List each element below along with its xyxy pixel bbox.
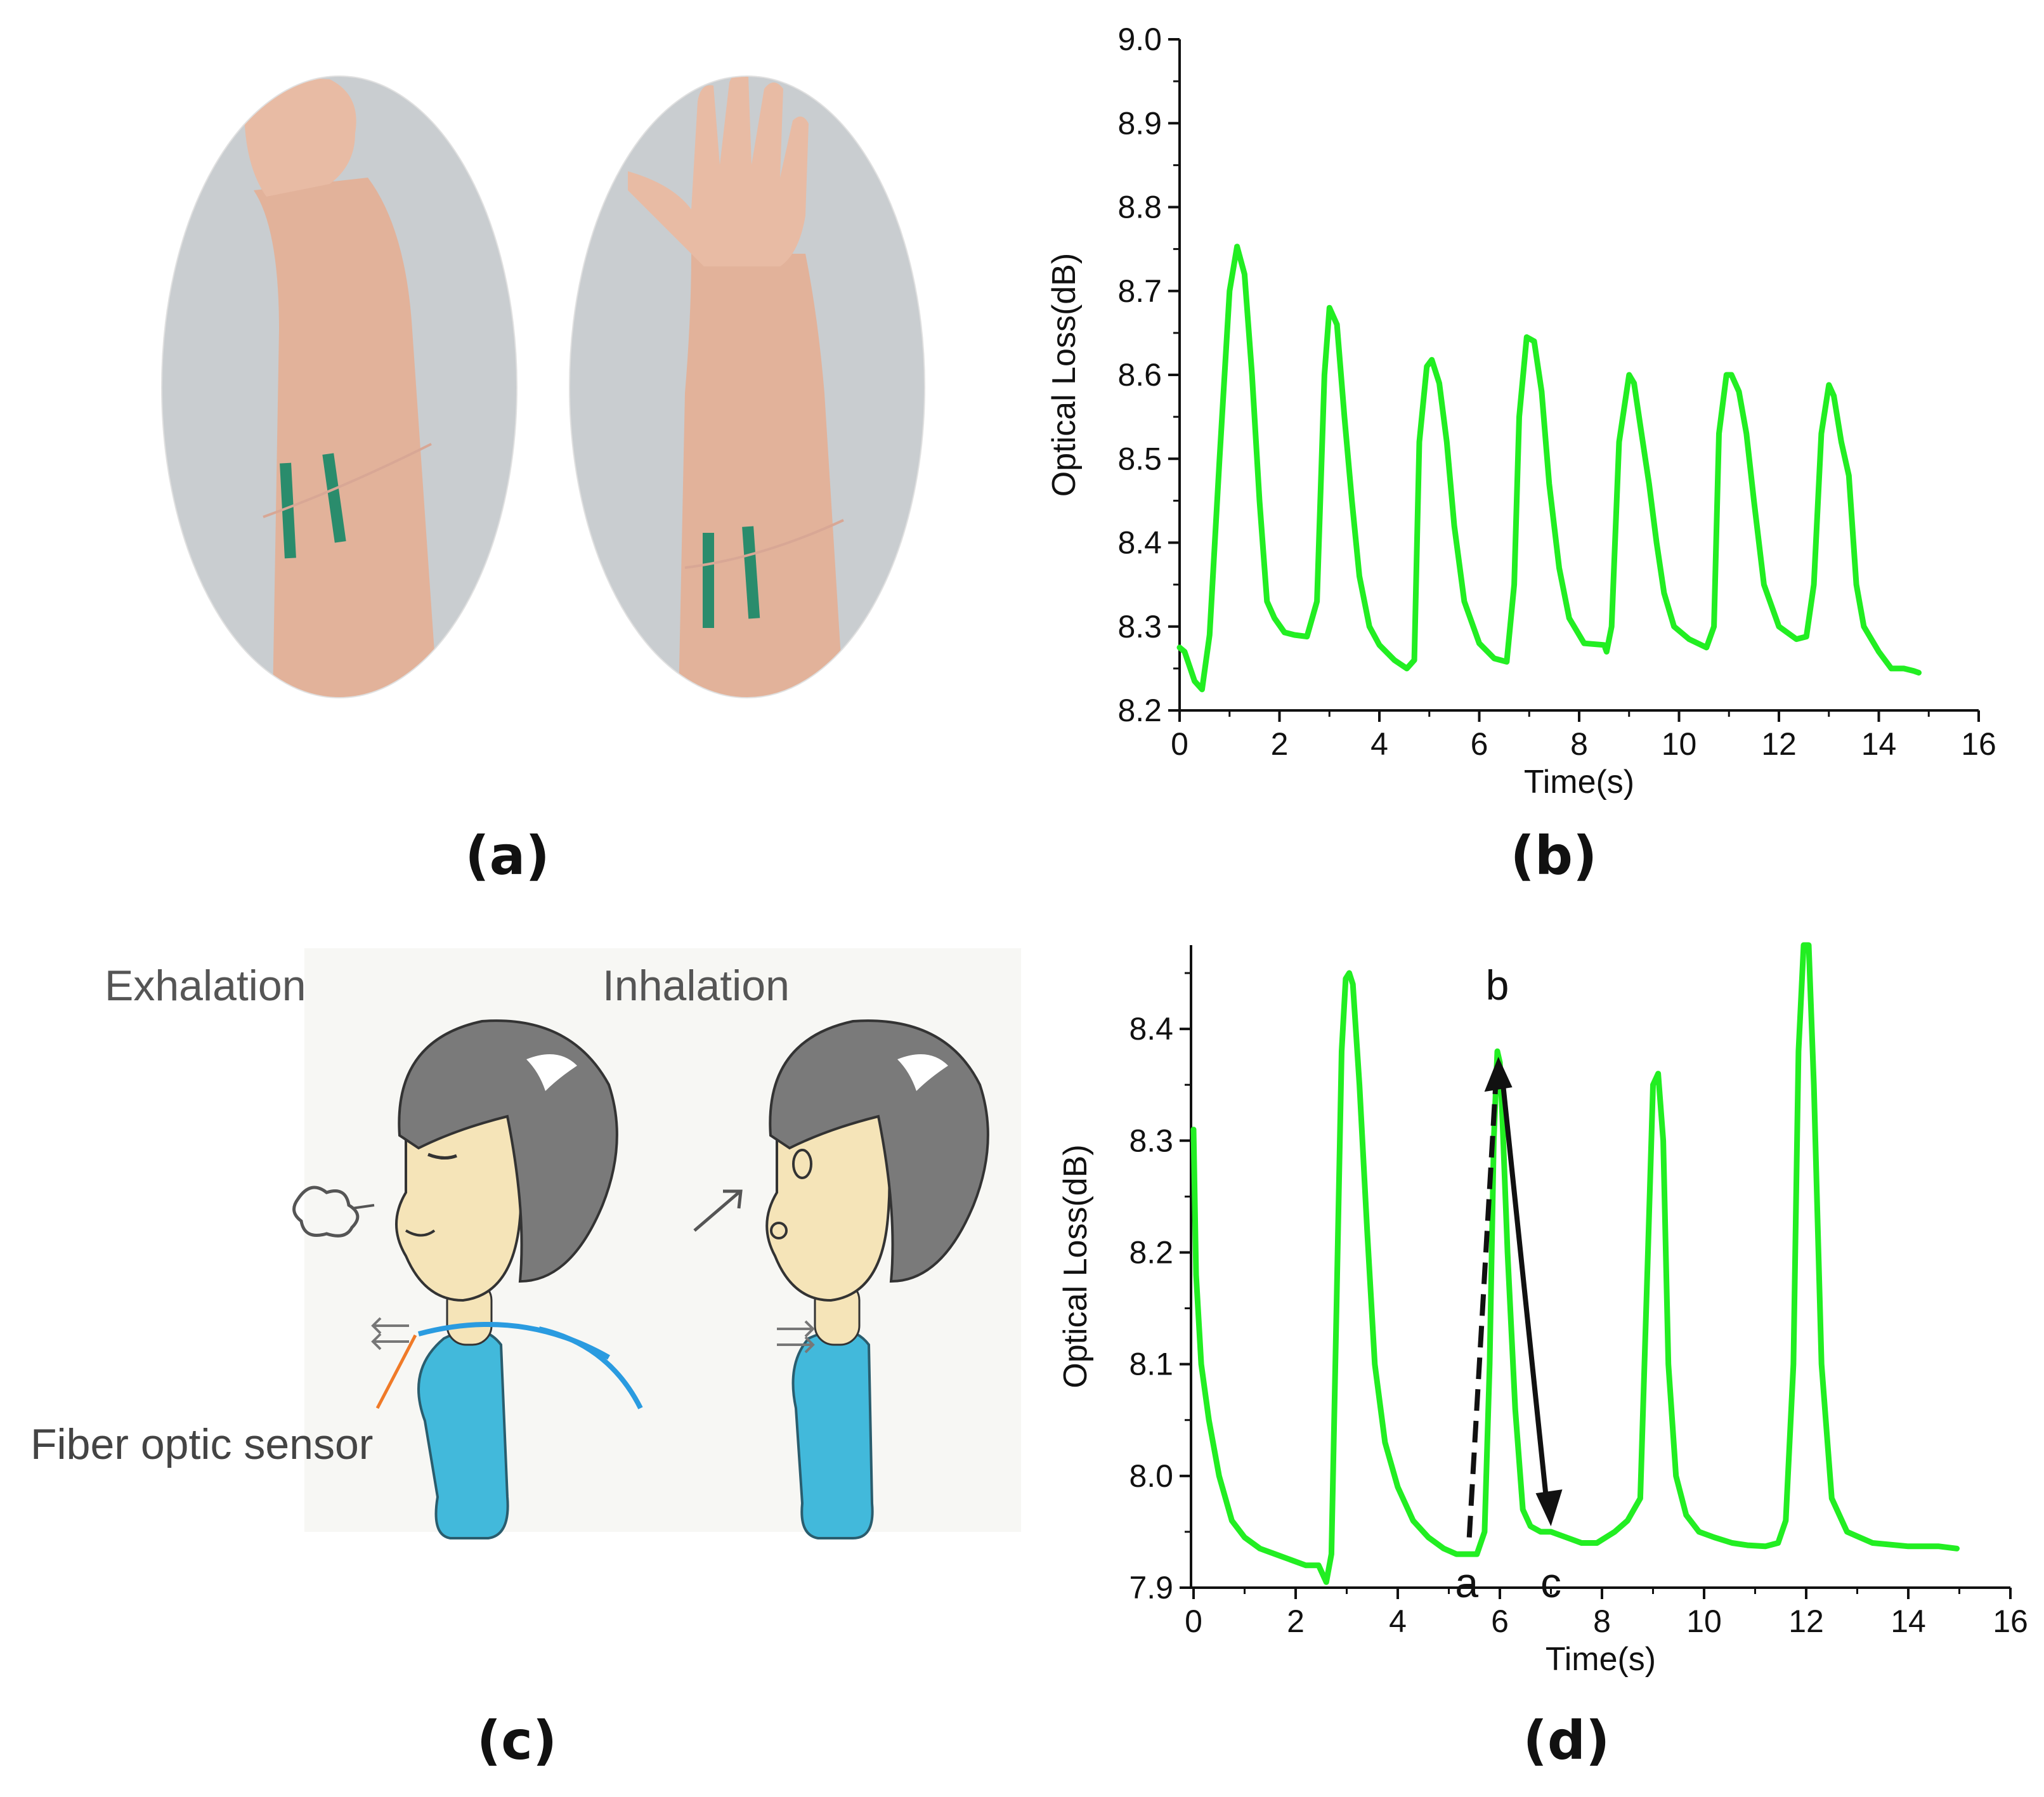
x-tick-label: 0 (1185, 1604, 1202, 1639)
y-tick-label: 9.0 (1117, 22, 1162, 57)
sensor-tape-icon (322, 453, 346, 543)
panel-label-d: (d) (1523, 1709, 1610, 1772)
y-tick-label: 8.1 (1129, 1347, 1173, 1382)
panel-label-a: (a) (465, 825, 550, 887)
y-tick-label: 8.3 (1117, 609, 1162, 644)
sensor-pointer-icon (375, 1334, 417, 1409)
exhale-puff-icon (292, 1186, 360, 1238)
panel-b: 0 2 4 6 8 10 12 14 16 8.2 8.3 8.4 8.5 8.6 8.7 8.8 8.9 9.0… (1015, 0, 2044, 913)
rise-arrow-line (1466, 1081, 1499, 1538)
y-tick-label: 8.4 (1129, 1011, 1173, 1047)
arrow-left-icon (371, 1317, 409, 1335)
chart-b: 0 2 4 6 8 10 12 14 16 8.2 8.3 8.4 8.5 8.6 8.7 8.8 8.9 9.0… (1046, 22, 1996, 800)
chart-d: 0 2 4 6 8 10 12 14 16 7.9 8.0 8.1 8.2 8.3 8.4 Time(s) Op… (1057, 942, 2028, 1678)
annotation-a: a (1455, 1559, 1478, 1606)
forearm-photos (161, 75, 925, 698)
annotation-c: c (1540, 1559, 1561, 1606)
series-line (1190, 942, 1960, 1585)
y-tick-label: 8.5 (1117, 441, 1162, 476)
arrow-right-icon (777, 1336, 815, 1354)
x-tick-label: 16 (1961, 726, 1996, 762)
panel-label-b: (b) (1510, 825, 1598, 887)
y-tick-label: 7.9 (1129, 1570, 1173, 1605)
x-tick-label: 4 (1370, 726, 1388, 762)
y-tick-label: 8.7 (1117, 273, 1162, 309)
sensor-tape-icon (742, 526, 760, 619)
y-axis-label: Optical Loss(dB) (1046, 253, 1083, 497)
y-tick-label: 8.6 (1117, 357, 1162, 393)
fist-photo (162, 76, 517, 698)
exhalation-label: Exhalation (105, 962, 306, 1010)
inhale-arrow-icon (693, 1189, 743, 1232)
fiber-icon (538, 1326, 643, 1409)
sensor-tape-icon (280, 462, 296, 559)
palm-photo (570, 76, 925, 698)
x-tick-label: 6 (1471, 726, 1488, 762)
arrowhead-down-icon (1535, 1489, 1563, 1527)
y-tick-label: 8.2 (1117, 693, 1162, 728)
y-tick-label: 8.0 (1129, 1458, 1173, 1494)
x-tick-label: 8 (1593, 1604, 1611, 1639)
x-tick-label: 0 (1171, 726, 1188, 762)
panel-c: Exhalation Inhalation Fiber optic sensor (0, 926, 1046, 1797)
panel-label-c: (c) (476, 1709, 557, 1772)
sensor-tape-icon (703, 533, 714, 628)
x-tick-label: 4 (1389, 1604, 1407, 1639)
x-tick-label: 16 (1993, 1604, 2028, 1639)
y-tick-label: 8.3 (1129, 1123, 1173, 1158)
y-tick-label: 8.8 (1117, 190, 1162, 225)
sensor-label: Fiber optic sensor (30, 1420, 373, 1468)
arrow-right-icon (777, 1320, 815, 1338)
panel-a: (a) (0, 0, 951, 913)
y-tick-label: 8.4 (1117, 525, 1162, 561)
x-tick-label: 2 (1271, 726, 1289, 762)
x-axis-label: Time(s) (1546, 1641, 1656, 1678)
exhaling-person (292, 1019, 643, 1539)
arrow-left-icon (371, 1333, 409, 1350)
x-tick-label: 14 (1861, 726, 1897, 762)
fall-arrow-line (1499, 1075, 1550, 1508)
panel-d: 0 2 4 6 8 10 12 14 16 7.9 8.0 8.1 8.2 8.3 8.4 Time(s) Op… (1015, 926, 2044, 1797)
breathing-illustration: Exhalation Inhalation Fiber optic sensor (30, 948, 1021, 1539)
inhaling-person (693, 1019, 989, 1539)
inhalation-label: Inhalation (602, 962, 790, 1010)
x-tick-label: 12 (1788, 1604, 1824, 1639)
x-tick-label: 2 (1287, 1604, 1305, 1639)
x-tick-label: 8 (1570, 726, 1588, 762)
x-tick-label: 10 (1686, 1604, 1722, 1639)
arrowhead-up-icon (1484, 1057, 1513, 1092)
x-tick-label: 10 (1662, 726, 1697, 762)
series-line (1176, 244, 1922, 693)
y-axis-label: Optical Loss(dB) (1057, 1144, 1094, 1388)
x-tick-label: 14 (1891, 1604, 1926, 1639)
annotation-b: b (1486, 962, 1509, 1009)
y-tick-label: 8.9 (1117, 105, 1162, 141)
x-tick-label: 6 (1491, 1604, 1509, 1639)
x-tick-label: 12 (1761, 726, 1797, 762)
x-axis-label: Time(s) (1524, 764, 1634, 800)
y-tick-label: 8.2 (1129, 1234, 1173, 1270)
